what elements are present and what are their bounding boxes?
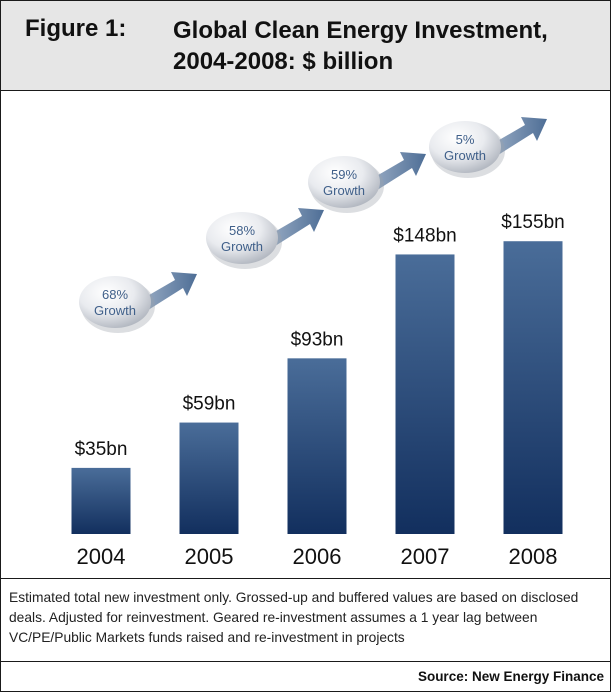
growth-word: Growth: [94, 303, 136, 318]
growth-annotation: 59%Growth: [308, 152, 426, 213]
bar-value-label: $93bn: [291, 329, 344, 350]
growth-arrow: [264, 208, 324, 248]
figure-title: Global Clean Energy Investment, 2004-200…: [173, 17, 548, 75]
bar-chart: $35bn $59bn $93bn $148bn $155bn 2004 2005 2006…: [71, 117, 565, 569]
bar-2005: [179, 422, 239, 534]
growth-arrow: [137, 272, 197, 312]
bar-2008: [503, 241, 563, 534]
bar-value-label: $148bn: [393, 225, 456, 246]
growth-annotation: 58%Growth: [206, 208, 324, 269]
growth-word: Growth: [444, 148, 486, 163]
x-tick-label: 2008: [509, 544, 558, 569]
figure-header: Figure 1: Global Clean Energy Investment…: [1, 1, 610, 91]
bar-value-label: $59bn: [183, 394, 236, 415]
bar-2007: [395, 254, 455, 534]
growth-annotation: 5%Growth: [429, 117, 547, 178]
bar-2004: [71, 467, 131, 534]
figure-label: Figure 1:: [25, 15, 127, 42]
growth-percent: 58%: [229, 223, 255, 238]
growth-percent: 5%: [456, 132, 475, 147]
growth-annotation: 68%Growth: [79, 272, 197, 333]
growth-arrow: [487, 117, 547, 157]
footnote-text: Estimated total new investment only. Gro…: [9, 590, 579, 645]
x-tick-label: 2004: [77, 544, 126, 569]
growth-word: Growth: [323, 183, 365, 198]
growth-percent: 68%: [102, 287, 128, 302]
growth-percent: 59%: [331, 167, 357, 182]
growth-bubble: [429, 121, 501, 173]
growth-bubble: [308, 156, 380, 208]
x-tick-label: 2006: [293, 544, 342, 569]
bar-value-label: $35bn: [75, 439, 128, 460]
growth-word: Growth: [221, 239, 263, 254]
chart-area: $35bn $59bn $93bn $148bn $155bn 2004 2005 2006…: [1, 91, 610, 577]
footnote: Estimated total new investment only. Gro…: [1, 578, 610, 662]
x-tick-label: 2007: [401, 544, 450, 569]
growth-bubble: [79, 276, 151, 328]
growth-bubble: [206, 212, 278, 264]
bar-2006: [287, 358, 347, 534]
growth-arrow: [366, 152, 426, 192]
x-tick-label: 2005: [185, 544, 234, 569]
bar-value-label: $155bn: [501, 212, 564, 233]
source-note: Source: New Energy Finance: [417, 669, 604, 684]
